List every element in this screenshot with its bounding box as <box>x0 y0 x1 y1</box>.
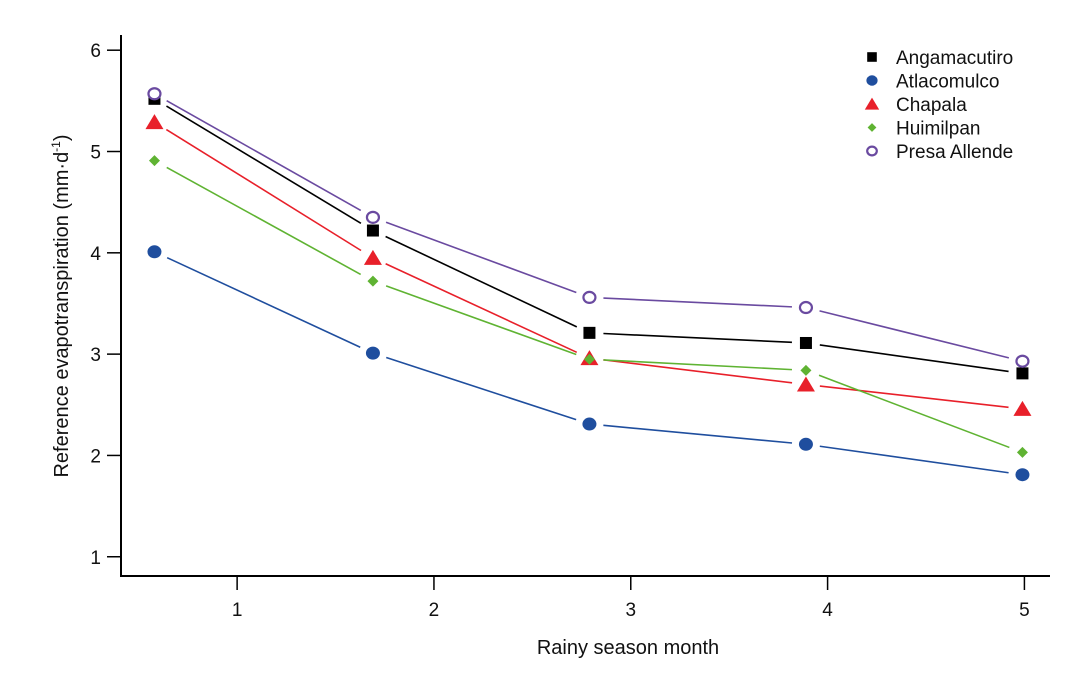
y-tick-label: 5 <box>90 143 101 164</box>
series-markers <box>145 87 1032 482</box>
data-point <box>365 346 380 360</box>
data-point <box>1013 400 1032 416</box>
data-point <box>798 437 813 451</box>
series-line-segment <box>385 356 577 421</box>
x-tick-label: 5 <box>1019 600 1030 621</box>
x-axis-label: Rainy season month <box>537 637 719 659</box>
series-line-segment <box>603 359 793 371</box>
series-line-segment <box>166 99 362 212</box>
legend-label: Atlacomulco <box>896 72 1000 93</box>
x-tick-label: 2 <box>429 600 440 621</box>
series-line-segment <box>166 105 362 224</box>
legend-marker <box>866 75 878 86</box>
data-point <box>796 376 815 392</box>
data-point <box>145 114 164 130</box>
series-line-segment <box>818 374 1010 449</box>
data-point <box>1016 446 1028 458</box>
series-line-segment <box>385 221 577 294</box>
series-line-segment <box>385 285 577 356</box>
data-point <box>148 155 160 167</box>
data-point <box>798 300 814 315</box>
series-line-segment <box>166 256 361 348</box>
series-line-segment <box>385 235 578 328</box>
y-tick-label: 6 <box>90 41 101 62</box>
y-axis-label-end: ) <box>51 134 73 141</box>
series-line-segment <box>603 424 793 444</box>
y-axis-label-main: Reference evapotranspiration (mm·d <box>51 152 73 478</box>
y-axis-label-sup: -1 <box>49 141 63 152</box>
y-axis-label: Reference evapotranspiration (mm·d-1) <box>49 134 73 477</box>
data-point <box>363 249 382 265</box>
legend-marker <box>864 97 880 110</box>
series-line-segment <box>819 445 1009 474</box>
data-point <box>147 245 162 259</box>
series-line-segment <box>603 297 792 308</box>
series-line-segment <box>603 332 792 344</box>
data-point <box>367 275 379 287</box>
y-tick-label: 1 <box>90 548 101 569</box>
y-tick-label: 4 <box>90 244 101 265</box>
data-point <box>1015 354 1030 368</box>
x-tick-label: 3 <box>625 600 636 621</box>
data-point <box>147 87 162 101</box>
data-point <box>366 224 379 237</box>
x-tick-label: 4 <box>822 600 833 621</box>
legend-label: Huimilpan <box>896 119 980 140</box>
series-line-segment <box>819 344 1009 373</box>
series-line-segment <box>165 128 362 252</box>
y-tick-label: 3 <box>90 345 101 366</box>
series-line-segment <box>385 263 578 354</box>
data-point <box>583 326 596 339</box>
series-line-segment <box>166 166 362 276</box>
legend-marker <box>866 145 878 157</box>
series-line-segment <box>603 359 793 384</box>
legend-label: Presa Allende <box>896 142 1013 163</box>
data-point <box>582 417 597 431</box>
data-point <box>1015 468 1030 482</box>
data-point <box>365 210 381 224</box>
data-point <box>1016 367 1029 380</box>
series-line-segment <box>819 310 1010 359</box>
data-point <box>799 336 812 349</box>
legend-label: Chapala <box>896 95 967 116</box>
data-point <box>800 364 812 376</box>
data-point <box>583 353 595 365</box>
x-tick-label: 1 <box>232 600 243 621</box>
legend-label: Angamacutiro <box>896 48 1013 69</box>
y-tick-label: 2 <box>90 446 101 467</box>
axes: 1 2 3 4 5 6 1 2 3 4 5 <box>90 35 1050 621</box>
legend-marker <box>867 123 877 132</box>
series-lines <box>165 99 1010 474</box>
series-line-segment <box>819 385 1009 409</box>
data-point <box>582 290 597 304</box>
legend-marker <box>867 52 877 62</box>
